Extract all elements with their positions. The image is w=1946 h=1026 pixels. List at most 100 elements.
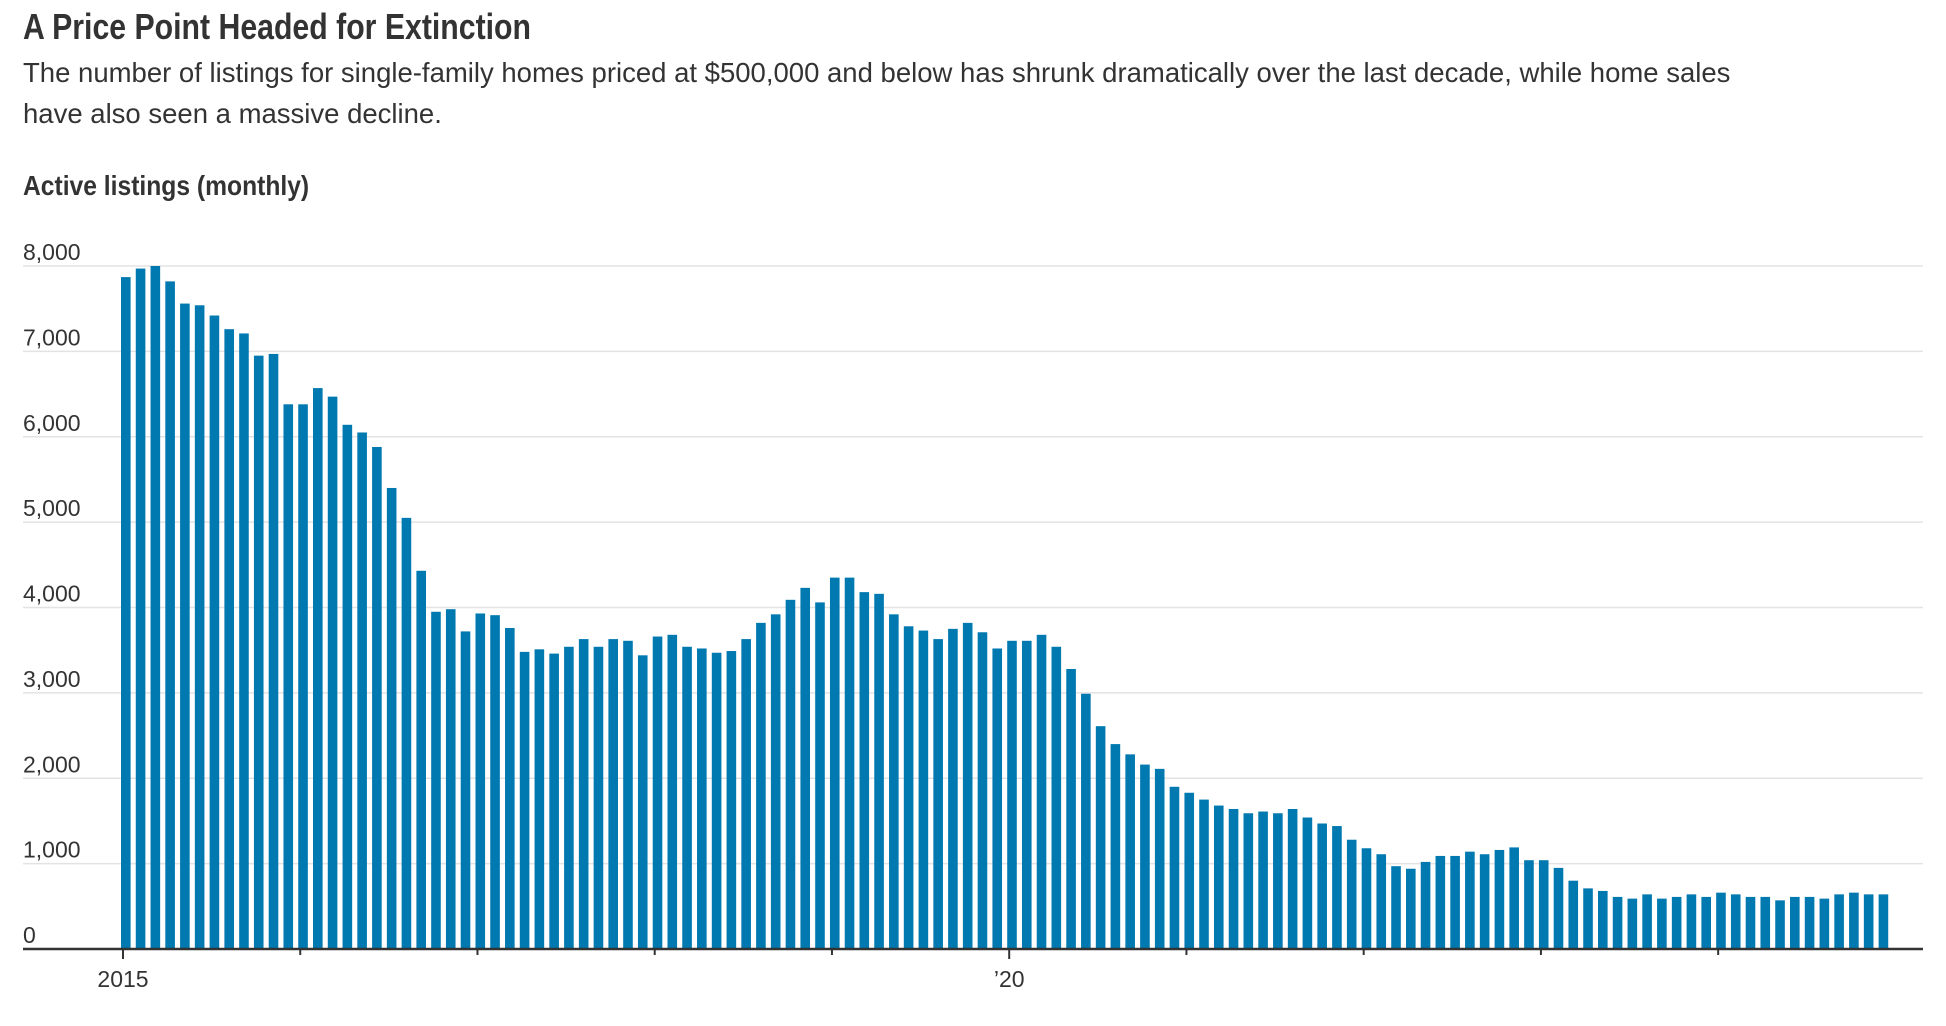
bar <box>889 614 899 949</box>
bar <box>1258 811 1268 949</box>
y-tick-label: 6,000 <box>23 410 81 436</box>
bar <box>1125 754 1135 949</box>
bar <box>1154 768 1165 949</box>
bar <box>1007 640 1017 949</box>
bar <box>1376 854 1387 949</box>
bar <box>1745 896 1756 949</box>
bar <box>564 646 574 949</box>
bar <box>342 424 353 949</box>
bar <box>726 651 737 949</box>
bar <box>623 640 633 949</box>
bar <box>1095 726 1106 949</box>
bar <box>135 268 146 949</box>
bar <box>298 404 308 949</box>
bar <box>1273 813 1283 949</box>
bar <box>1361 848 1372 949</box>
bar <box>1583 888 1593 949</box>
bar <box>1243 813 1254 949</box>
bar <box>1450 855 1460 949</box>
bar <box>593 646 604 949</box>
bar <box>180 303 190 949</box>
y-tick-label: 8,000 <box>23 239 81 265</box>
chart-subtitle: The number of listings for single-family… <box>23 52 1730 134</box>
y-tick-label: 1,000 <box>23 837 81 863</box>
bar <box>1790 896 1800 949</box>
bar <box>697 648 707 949</box>
bar <box>1391 866 1401 949</box>
bar <box>1332 826 1342 949</box>
y-tick-label: 5,000 <box>23 495 81 521</box>
bar <box>1863 894 1874 949</box>
bar <box>1405 868 1416 949</box>
x-tick-label: ’20 <box>994 966 1025 992</box>
chart-section-label: Active listings (monthly) <box>23 170 310 201</box>
bar <box>1775 900 1785 949</box>
bar <box>1051 646 1062 949</box>
bar <box>1346 839 1357 949</box>
bar <box>844 577 855 949</box>
bar <box>682 646 692 949</box>
x-tick-label: 2015 <box>97 966 148 992</box>
bar <box>519 651 530 949</box>
bar <box>1465 851 1475 949</box>
bar <box>505 627 515 949</box>
bar <box>608 639 619 949</box>
bar <box>224 329 234 949</box>
bar <box>859 592 870 949</box>
bar <box>1184 792 1195 949</box>
bar <box>313 388 323 949</box>
bar <box>1302 817 1313 949</box>
bar <box>239 333 249 949</box>
y-tick-label: 0 <box>23 922 36 948</box>
bar <box>401 517 412 949</box>
bar <box>1686 894 1697 949</box>
bar <box>1878 894 1889 949</box>
subtitle-line: The number of listings for single-family… <box>23 57 1731 88</box>
bar <box>1598 890 1608 949</box>
bar <box>1657 898 1667 949</box>
bar <box>1228 808 1239 949</box>
bar <box>1819 898 1830 949</box>
bar <box>490 615 500 949</box>
bar <box>578 639 589 949</box>
bar <box>1730 894 1741 949</box>
bar <box>1849 892 1859 949</box>
y-tick-label: 4,000 <box>23 581 81 607</box>
bar <box>711 652 722 949</box>
bar <box>992 648 1003 949</box>
bar <box>1524 860 1534 949</box>
bar <box>121 277 131 949</box>
bar <box>1671 896 1682 949</box>
bar <box>445 609 456 949</box>
bar <box>1140 764 1150 949</box>
bar <box>874 593 884 949</box>
subtitle-line: have also seen a massive decline. <box>23 98 442 129</box>
bar <box>1479 854 1490 949</box>
bar <box>1036 634 1047 949</box>
bar <box>1760 896 1771 949</box>
bar <box>1169 786 1180 949</box>
bar <box>209 315 220 950</box>
bar <box>1568 880 1579 949</box>
y-tick-label: 2,000 <box>23 751 81 777</box>
bar <box>165 281 175 949</box>
bar <box>1627 898 1638 949</box>
bar <box>1199 799 1209 949</box>
bar <box>977 632 988 949</box>
bar <box>1538 860 1549 949</box>
bar <box>549 653 559 949</box>
bar <box>741 639 751 949</box>
bar <box>800 587 811 949</box>
chart-title: A Price Point Headed for Extinction <box>23 6 532 47</box>
bar <box>475 613 486 949</box>
y-tick-label: 3,000 <box>23 666 81 692</box>
bar <box>283 404 294 949</box>
bar <box>1612 896 1623 949</box>
bar <box>667 634 678 949</box>
bar <box>1213 805 1224 949</box>
bar <box>1509 847 1519 949</box>
bar <box>194 305 205 950</box>
bar <box>534 649 545 949</box>
bar <box>637 655 648 949</box>
bar <box>357 432 367 949</box>
